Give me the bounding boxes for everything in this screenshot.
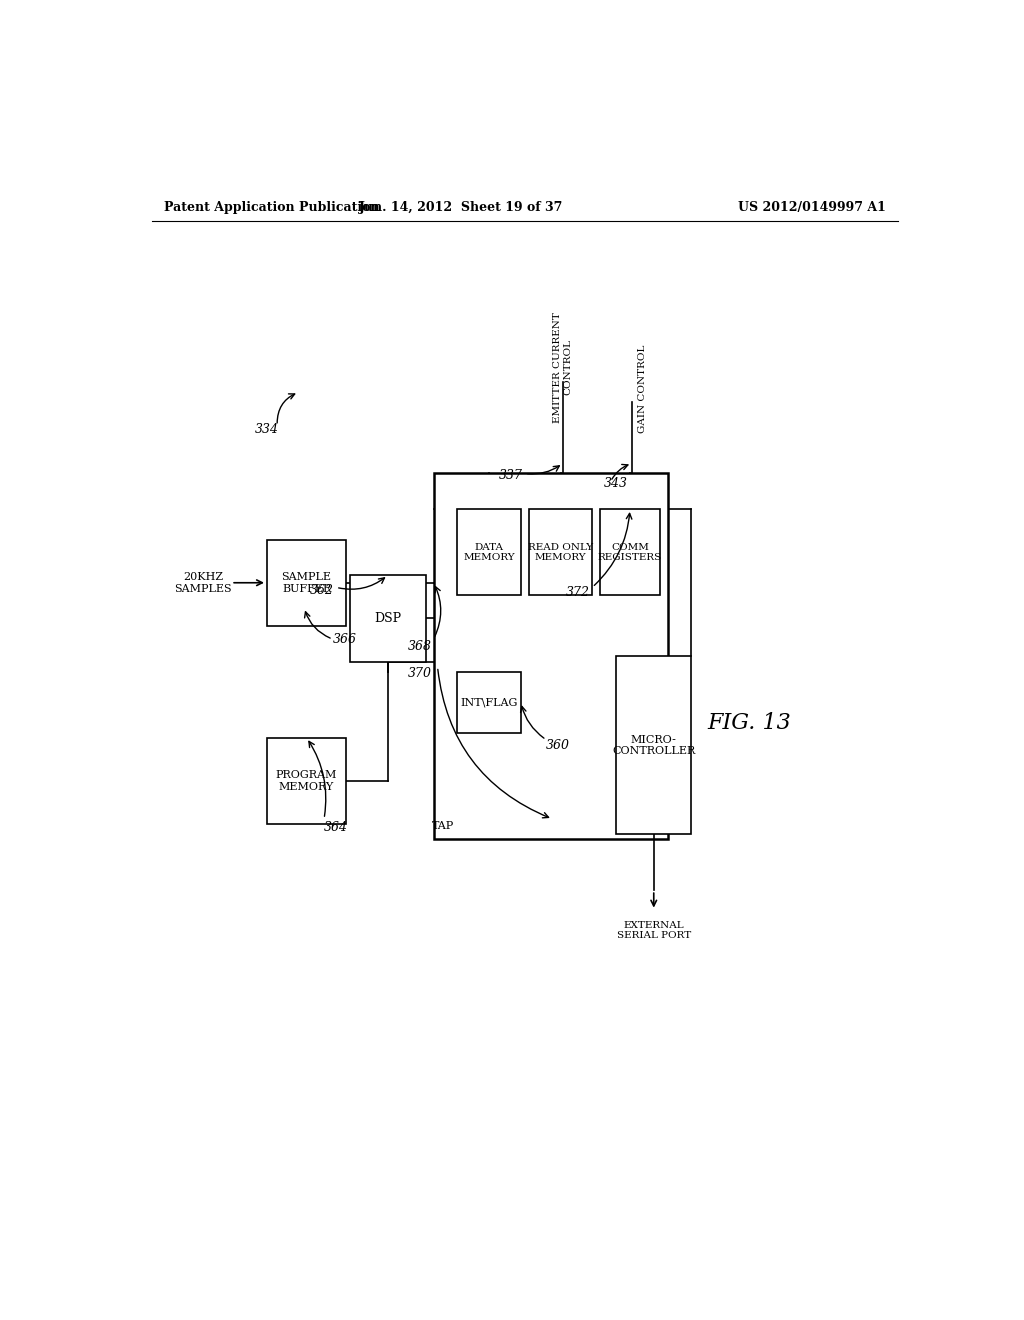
Text: 372: 372 bbox=[566, 586, 590, 599]
Text: SAMPLE
BUFFER: SAMPLE BUFFER bbox=[282, 572, 332, 594]
Bar bbox=[350, 576, 426, 661]
Text: EMITTER CURRENT
CONTROL: EMITTER CURRENT CONTROL bbox=[553, 312, 572, 422]
Text: 334: 334 bbox=[255, 424, 279, 437]
Text: GAIN CONTROL: GAIN CONTROL bbox=[638, 345, 647, 433]
Bar bbox=[458, 672, 521, 733]
Text: 343: 343 bbox=[604, 477, 628, 490]
Text: EXTERNAL
SERIAL PORT: EXTERNAL SERIAL PORT bbox=[616, 921, 691, 940]
Text: 362: 362 bbox=[310, 583, 334, 597]
Text: 364: 364 bbox=[324, 821, 348, 834]
Text: PROGRAM
MEMORY: PROGRAM MEMORY bbox=[275, 770, 337, 792]
Text: 368: 368 bbox=[408, 640, 432, 653]
Bar bbox=[433, 474, 668, 840]
Text: 370: 370 bbox=[408, 667, 432, 680]
Bar bbox=[616, 656, 691, 834]
Text: US 2012/0149997 A1: US 2012/0149997 A1 bbox=[738, 201, 886, 214]
Text: 360: 360 bbox=[546, 739, 570, 752]
Text: FIG. 13: FIG. 13 bbox=[708, 711, 792, 734]
Bar bbox=[458, 510, 521, 595]
Text: TAP: TAP bbox=[432, 821, 455, 832]
Bar bbox=[528, 510, 592, 595]
Text: DATA
MEMORY: DATA MEMORY bbox=[463, 543, 515, 562]
Text: Patent Application Publication: Patent Application Publication bbox=[164, 201, 379, 214]
Text: 337: 337 bbox=[500, 469, 523, 482]
Bar bbox=[267, 540, 346, 626]
Text: MICRO-
CONTROLLER: MICRO- CONTROLLER bbox=[612, 734, 695, 756]
Text: READ ONLY
MEMORY: READ ONLY MEMORY bbox=[528, 543, 593, 562]
Text: COMM
REGISTERS: COMM REGISTERS bbox=[598, 543, 663, 562]
Text: DSP: DSP bbox=[375, 612, 401, 624]
Bar bbox=[267, 738, 346, 824]
Bar bbox=[600, 510, 659, 595]
Text: INT\FLAG: INT\FLAG bbox=[461, 697, 518, 708]
Text: Jun. 14, 2012  Sheet 19 of 37: Jun. 14, 2012 Sheet 19 of 37 bbox=[359, 201, 563, 214]
Text: 366: 366 bbox=[333, 632, 356, 645]
Text: 20KHZ
SAMPLES: 20KHZ SAMPLES bbox=[174, 573, 232, 594]
